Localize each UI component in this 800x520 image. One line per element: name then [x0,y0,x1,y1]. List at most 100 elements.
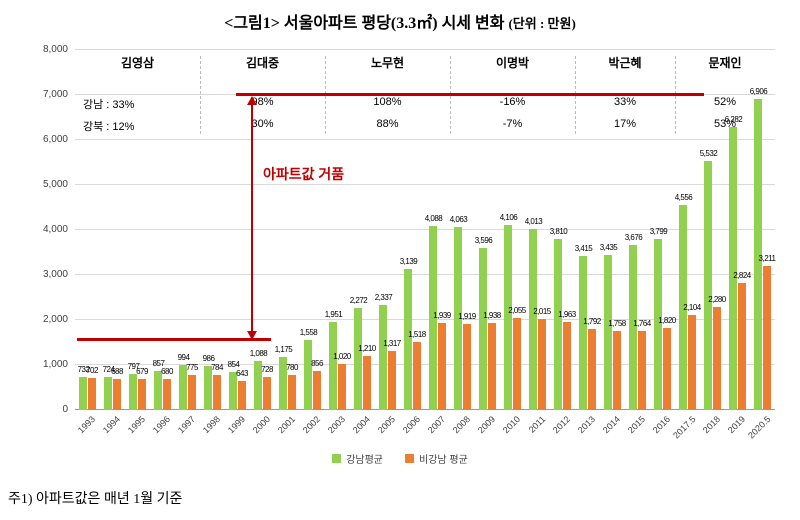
bar-value-gangnam: 3,139 [399,256,418,266]
era-change-row1: 52% [713,96,737,108]
bar-non-gangnam [363,355,371,410]
era-문재인: 문재인 52% 53% [675,54,775,138]
bar-value-non-gangnam: 1,317 [383,338,401,348]
bar-gangnam [529,229,537,410]
x-axis-label: 2006 [401,414,423,436]
chart-legend: 강남평균 비강남 평균 [0,451,800,466]
bar-value-gangnam: 986 [202,353,215,363]
bar-gangnam [129,374,137,410]
gridline [75,49,775,50]
x-axis-label: 1994 [101,414,123,436]
y-axis-tick-label: 2,000 [42,314,68,325]
x-axis-label: 2012 [551,414,573,436]
bar-group-2015: 3,676 1,764 2015 [624,50,652,436]
x-axis-label: 2003 [326,414,348,436]
era-change-row1: 33% [613,96,637,108]
bar-non-gangnam [513,317,521,410]
legend-item: 강남평균 [332,451,383,466]
bar-gangnam [479,248,487,410]
bar-value-non-gangnam: 1,820 [658,316,676,326]
bar-group-2014: 3,435 1,758 2014 [600,50,627,435]
bar-group-2017.5: 4,556 2,104 2017.5 [671,50,701,441]
bar-group-1994: 724 688 1994 [100,50,125,435]
x-axis-label: 2019 [726,414,748,436]
bar-value-non-gangnam: 688 [111,367,123,377]
bar-group-1993: 732 702 1993 [75,50,100,435]
bar-value-gangnam: 5,532 [699,149,718,159]
era-change-row1: 98% [251,96,274,108]
bar-group-2010: 4,106 2,055 2010 [500,50,527,435]
bubble-top-line [236,93,704,96]
x-axis-label: 2016 [651,414,673,436]
bar-value-gangnam: 3,415 [574,244,593,254]
president-name: 이명박 [495,56,530,70]
era-노무현: 노무현 108% 88% [325,54,450,138]
bar-group-2020.5: 6,906 3,211 2020.5 [746,50,776,440]
legend-swatch [405,454,415,463]
y-axis-tick-label: 3,000 [42,269,68,280]
bar-value-non-gangnam: 3,211 [758,253,776,263]
bar-non-gangnam [588,329,596,410]
bar-value-non-gangnam: 1,764 [633,318,651,328]
bar-value-non-gangnam: 1,919 [458,311,476,321]
arrow-up-head [247,96,257,105]
bar-value-non-gangnam: 2,104 [683,303,701,313]
bar-non-gangnam [488,322,496,410]
x-axis-label: 1996 [151,414,173,436]
legend-item: 비강남 평균 [405,451,468,466]
bar-group-1999: 854 643 1999 [225,50,250,436]
chart-title-text: <그림1> 서울아파트 평당(3.3㎡) 시세 변화 [224,15,505,32]
bar-gangnam [754,99,762,410]
x-axis-label: 2010 [501,414,523,436]
bar-non-gangnam [263,377,271,410]
bar-gangnam [679,204,687,410]
x-axis-label: 2020.5 [746,414,773,441]
bar-group-2011: 4,013 2,015 2011 [525,50,552,434]
bar-value-non-gangnam: 1,938 [483,310,501,320]
bar-non-gangnam [88,378,96,410]
bar-value-non-gangnam: 679 [136,367,148,377]
x-axis-label: 2000 [251,414,273,436]
bar-value-gangnam: 732 [77,365,90,375]
bar-value-non-gangnam: 680 [161,367,173,377]
bar-non-gangnam [663,328,671,410]
bar-value-gangnam: 6,906 [749,87,768,97]
y-axis-tick-label: 8,000 [42,44,68,55]
bar-non-gangnam [213,374,221,410]
gridline [75,364,775,365]
y-axis-tick-label: 1,000 [42,359,68,370]
bar-gangnam [329,322,337,410]
bar-gangnam [354,307,362,410]
bar-non-gangnam [563,321,571,410]
legend-label: 강남평균 [346,455,384,466]
bar-non-gangnam [638,330,646,410]
bar-value-non-gangnam: 1,210 [358,343,376,353]
president-name: 노무현 [370,56,405,70]
bar-value-non-gangnam: 643 [236,369,248,379]
gridline [75,409,775,410]
era-박근혜: 박근혜 33% 17% [575,54,675,138]
era-이명박: 이명박 -16% -7% [450,54,575,138]
bar-value-non-gangnam: 1,963 [558,309,576,319]
bar-value-gangnam: 3,676 [624,232,643,242]
bar-gangnam [104,377,112,410]
bar-gangnam [304,339,312,410]
y-axis-tick-label: 0 [62,404,68,415]
bar-gangnam [554,238,562,410]
president-era-header: 김영삼 강남 : 33% 강북 : 12% 김대중 98% 30% 노무현 108% 88% 이명… [75,54,775,138]
bar-value-non-gangnam: 2,055 [508,305,526,315]
president-name: 김영삼 [120,56,155,70]
bar-value-gangnam: 4,556 [674,192,693,202]
bar-group-2001: 1,175 780 2001 [275,50,300,435]
bar-value-gangnam: 797 [127,362,140,372]
bar-value-non-gangnam: 1,518 [408,329,426,339]
president-name: 박근혜 [608,56,642,70]
bar-value-non-gangnam: 2,015 [533,307,551,317]
bar-gangnam [179,365,187,410]
gridline [75,184,775,185]
bar-value-gangnam: 3,810 [549,226,568,236]
x-axis-label: 2013 [576,414,598,436]
bar-value-gangnam: 1,951 [324,310,343,320]
bar-non-gangnam [713,307,721,410]
